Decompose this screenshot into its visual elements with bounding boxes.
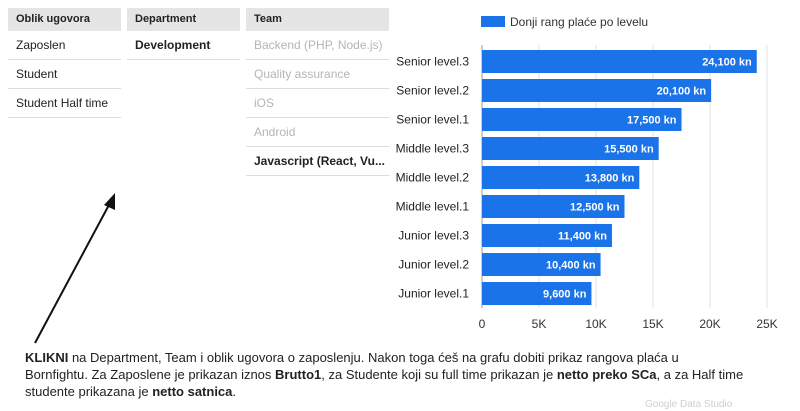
contract-type-filter-header[interactable]: Oblik ugovora: [8, 8, 121, 31]
x-tick-label: 0: [479, 317, 486, 331]
filter-item-development[interactable]: Development: [127, 31, 240, 60]
bar: [482, 282, 592, 305]
caption-text-3: , a za Half time studente prikazana je: [25, 367, 744, 399]
bar-value-label: 15,500 kn: [604, 144, 654, 156]
filter-item-quality-assurance[interactable]: Quality assurance: [246, 60, 389, 89]
filter-item-zaposlen[interactable]: Zaposlen: [8, 31, 121, 60]
category-label: Senior level.2: [396, 84, 469, 98]
team-filter[interactable]: Team Backend (PHP, Node.js) Quality assu…: [246, 8, 389, 176]
x-tick-label: 10K: [585, 317, 606, 331]
bar: [482, 166, 640, 189]
category-label: Middle level.1: [396, 200, 470, 214]
bar: [482, 224, 612, 247]
bar-value-label: 24,100 kn: [702, 57, 752, 69]
x-tick-label: 20K: [699, 317, 720, 331]
filter-item-student-half-time[interactable]: Student Half time: [8, 89, 121, 118]
bar-value-label: 9,600 kn: [543, 289, 587, 301]
department-filter-header[interactable]: Department: [127, 8, 240, 31]
category-label: Junior level.1: [398, 287, 469, 301]
bar-value-label: 10,400 kn: [546, 260, 596, 272]
category-label: Senior level.3: [396, 55, 469, 69]
bar-value-label: 11,400 kn: [558, 231, 607, 243]
filter-item-student[interactable]: Student: [8, 60, 121, 89]
bar: [482, 50, 757, 73]
x-tick-label: 25K: [756, 317, 777, 331]
bar: [482, 195, 625, 218]
category-label: Junior level.2: [398, 258, 469, 272]
filter-item-javascript[interactable]: Javascript (React, Vu...: [246, 147, 389, 176]
filter-item-android[interactable]: Android: [246, 118, 389, 147]
team-filter-header[interactable]: Team: [246, 8, 389, 31]
caption-click: KLIKNI: [25, 350, 69, 365]
legend-swatch: [481, 16, 505, 27]
bar-value-label: 12,500 kn: [570, 202, 620, 214]
category-label: Middle level.2: [396, 171, 470, 185]
bar: [482, 79, 712, 102]
bar-value-label: 13,800 kn: [585, 173, 635, 185]
x-tick-label: 15K: [642, 317, 663, 331]
caption-text-4: .: [232, 384, 237, 399]
bar-value-label: 17,500 kn: [627, 115, 677, 127]
category-label: Middle level.3: [396, 142, 470, 156]
caption-text-2: , za Studente koji su full time prikazan…: [321, 367, 557, 382]
legend-label: Donji rang plaće po levelu: [510, 15, 649, 29]
bar: [482, 108, 682, 131]
bar: [482, 253, 601, 276]
bar: [482, 137, 659, 160]
department-filter[interactable]: Department Development: [127, 8, 240, 60]
category-label: Junior level.3: [398, 229, 469, 243]
chart-legend: Donji rang plaće po levelu: [481, 15, 648, 29]
caption-text-1: na Department, Team i oblik ugovora o za…: [25, 350, 679, 382]
caption-netto-satnica: netto satnica: [152, 384, 233, 399]
filter-item-backend[interactable]: Backend (PHP, Node.js): [246, 31, 389, 60]
contract-type-filter[interactable]: Oblik ugovora Zaposlen Student Student H…: [8, 8, 121, 118]
instructions-caption: KLIKNI na Department, Team i oblik ugovo…: [25, 349, 745, 400]
bar-value-label: 20,100 kn: [657, 86, 707, 98]
x-tick-label: 5K: [532, 317, 547, 331]
category-label: Senior level.1: [396, 113, 469, 127]
filter-item-ios[interactable]: iOS: [246, 89, 389, 118]
caption-netto-sca: netto preko SCa: [556, 367, 657, 382]
watermark: Google Data Studio: [645, 399, 733, 410]
caption-brutto: Brutto1: [275, 367, 322, 382]
